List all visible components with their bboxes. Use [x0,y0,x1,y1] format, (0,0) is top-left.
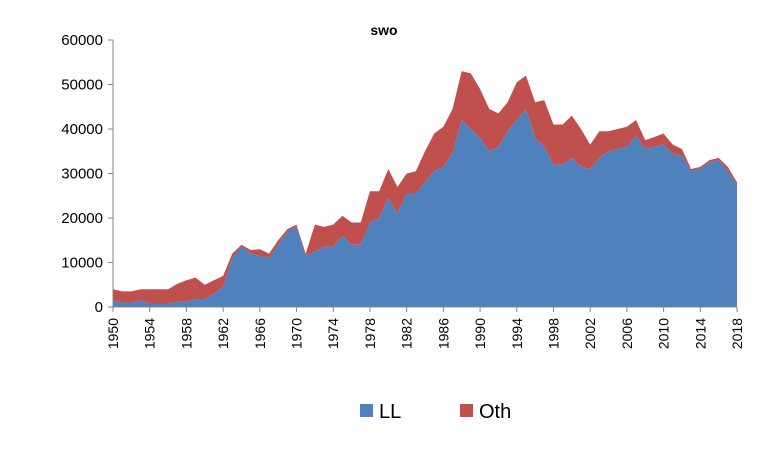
x-tick-label: 1994 [509,318,525,349]
x-tick-label: 1982 [399,318,415,349]
legend-label-oth: Oth [479,401,511,423]
plot-areas [113,71,737,307]
y-axis-ticks: 0 10000 20000 30000 40000 50000 60000 [61,32,113,316]
y-tick-label: 30000 [61,166,103,183]
legend: LL Oth [360,401,511,423]
x-tick-label: 2006 [619,318,635,349]
y-tick-label: 60000 [61,32,103,49]
x-tick-label: 1966 [252,318,268,349]
x-tick-label: 1974 [325,318,341,349]
chart-title: swo [370,22,397,38]
x-tick-label: 2018 [729,318,745,349]
legend-label-ll: LL [379,401,401,423]
y-tick-label: 0 [95,299,103,316]
x-axis-ticks: 1950 1954 1958 1962 1966 1970 1974 1978 1982 1986… [105,307,745,349]
x-tick-label: 1978 [362,318,378,349]
area-series-ll [113,108,737,307]
x-tick-label: 1986 [435,318,451,349]
y-tick-label: 20000 [61,210,103,227]
x-tick-label: 2014 [692,318,708,349]
x-tick-label: 1958 [178,318,194,349]
legend-swatch-ll [360,404,373,417]
area-series-oth [113,71,737,304]
x-tick-label: 1970 [289,318,305,349]
x-tick-label: 2002 [582,318,598,349]
x-tick-label: 1954 [142,318,158,349]
y-tick-label: 10000 [61,255,103,272]
x-tick-label: 1998 [545,318,561,349]
x-tick-label: 1990 [472,318,488,349]
x-tick-label: 2010 [656,318,672,349]
legend-swatch-oth [460,404,473,417]
y-tick-label: 40000 [61,121,103,138]
y-tick-label: 50000 [61,77,103,94]
x-tick-label: 1962 [215,318,231,349]
x-tick-label: 1950 [105,318,121,349]
